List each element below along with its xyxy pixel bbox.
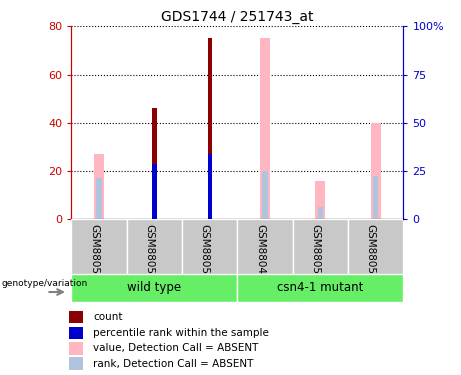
Text: wild type: wild type	[127, 281, 182, 294]
Bar	[69, 342, 83, 355]
Bar	[71, 219, 127, 274]
Text: csn4-1 mutant: csn4-1 mutant	[277, 281, 364, 294]
Bar	[237, 219, 293, 274]
Bar	[182, 219, 237, 274]
Bar	[69, 357, 83, 370]
Bar	[207, 38, 212, 219]
Bar	[262, 171, 268, 219]
Bar	[260, 38, 270, 219]
Bar	[315, 181, 325, 219]
Bar	[69, 310, 83, 323]
Bar	[318, 207, 323, 219]
Bar	[373, 176, 378, 219]
Text: GSM88049: GSM88049	[255, 224, 265, 280]
Bar	[96, 178, 102, 219]
Title: GDS1744 / 251743_at: GDS1744 / 251743_at	[161, 10, 313, 24]
Text: GSM88055: GSM88055	[89, 224, 99, 280]
Bar	[371, 123, 381, 219]
Bar	[293, 219, 348, 274]
Text: percentile rank within the sample: percentile rank within the sample	[93, 328, 269, 338]
Text: GSM88051: GSM88051	[366, 224, 376, 280]
Text: genotype/variation: genotype/variation	[1, 279, 88, 288]
Bar	[237, 274, 403, 302]
Bar	[207, 154, 212, 219]
Text: value, Detection Call = ABSENT: value, Detection Call = ABSENT	[93, 343, 258, 353]
Text: GSM88056: GSM88056	[144, 224, 154, 280]
Text: GSM88050: GSM88050	[310, 224, 320, 280]
Bar	[152, 164, 157, 219]
Bar	[71, 274, 237, 302]
Bar	[94, 154, 104, 219]
Text: GSM88057: GSM88057	[200, 224, 210, 280]
Bar	[152, 108, 157, 219]
Text: rank, Detection Call = ABSENT: rank, Detection Call = ABSENT	[93, 358, 253, 369]
Bar	[69, 327, 83, 339]
Bar	[127, 219, 182, 274]
Bar	[348, 219, 403, 274]
Text: count: count	[93, 312, 123, 322]
